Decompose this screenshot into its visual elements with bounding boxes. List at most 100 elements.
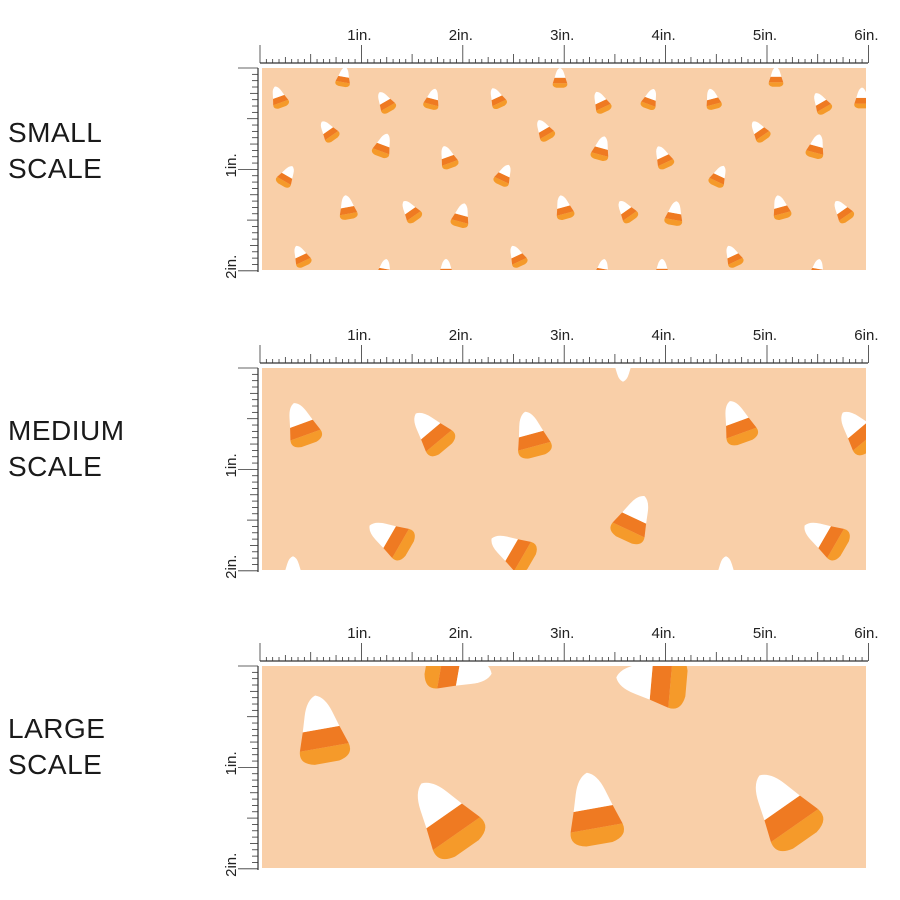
candy-base [655, 274, 670, 279]
candy-tip [455, 203, 468, 217]
large-scale-panel: 1in. 2in. 3in. 4in. 5in. 6in. 1in. 2in. [0, 598, 900, 888]
candy-base [423, 102, 439, 110]
candy-corn [570, 772, 625, 847]
candy-middle [556, 205, 574, 216]
candy-tip [615, 368, 631, 382]
candy-base [376, 273, 391, 280]
candy-tip [810, 134, 823, 148]
candy-base [296, 257, 312, 268]
candy-middle [664, 212, 683, 222]
candy-tip [770, 68, 782, 77]
candy-middle [339, 206, 358, 216]
medium-scale-swatch-svg: 1in. 2in. 3in. 4in. 5in. 6in. 1in. 2in. [223, 327, 878, 585]
candy-corn [708, 165, 726, 188]
candy-corn [424, 666, 492, 689]
candy-corn [726, 245, 744, 268]
candy-middle [854, 97, 866, 104]
candy-tip [725, 401, 749, 426]
candy-base [540, 130, 556, 142]
candy-corn [272, 86, 290, 109]
candy-middle [591, 146, 609, 157]
candy-middle [709, 173, 725, 185]
candy-middle [372, 142, 390, 155]
candy-tip [713, 165, 726, 179]
candy-tip [656, 258, 668, 269]
candy-tip [656, 146, 669, 160]
candy-middle [837, 207, 853, 221]
candy-middle [727, 253, 743, 265]
large-scale-label-line1: LARGE [8, 713, 106, 744]
candy-middle [511, 253, 527, 265]
candy-middle [440, 268, 452, 270]
candy-corn [294, 245, 312, 268]
fabric-swatch [262, 666, 866, 868]
candy-tip [554, 68, 566, 78]
candy-base [492, 99, 508, 110]
candy-middle [726, 417, 757, 439]
candy-middle [806, 144, 824, 155]
candy-middle [768, 76, 784, 83]
candy-corn [655, 258, 670, 279]
candy-corn [285, 556, 301, 570]
ruler-x-label: 5in. [753, 27, 777, 44]
candy-middle [491, 95, 507, 107]
candy-tip [537, 120, 550, 133]
ruler-x-label: 2in. [449, 27, 473, 44]
candy-corn [510, 245, 528, 268]
candy-middle [335, 75, 350, 84]
candy-tip [320, 121, 334, 135]
candy-corn [664, 201, 683, 226]
left-ruler: 1in. 2in. [223, 665, 259, 877]
candy-corn-pattern [272, 68, 866, 280]
ruler-y-label: 2in. [223, 255, 240, 279]
candy-base [339, 212, 358, 220]
candy-tip [718, 556, 734, 570]
candy-base [827, 528, 850, 561]
candy-base [728, 257, 744, 268]
candy-corn [339, 195, 358, 220]
candy-tip [706, 88, 718, 101]
candy-corn-pattern [285, 368, 866, 585]
candy-corn [414, 412, 456, 457]
candy-base [590, 152, 609, 161]
candy-corn [616, 666, 688, 709]
candy-tip [455, 666, 492, 686]
ruler-y-label: 2in. [223, 555, 240, 579]
candy-base [805, 150, 824, 159]
small-scale-panel: 1in. 2in. 3in. 4in. 5in. 6in. 1in. 2in. [0, 0, 900, 290]
candy-tip [804, 522, 831, 549]
candy-middle [848, 422, 866, 451]
candy-middle [818, 526, 844, 558]
candy-corn-pattern [299, 666, 824, 860]
candy-base [770, 809, 824, 852]
candy-base [275, 176, 291, 188]
candy-middle [437, 666, 463, 689]
candy-base [425, 430, 456, 457]
candy-base [809, 273, 824, 280]
candy-corn [814, 93, 833, 115]
ruler-x-label: 5in. [753, 625, 777, 642]
candy-corn [423, 88, 439, 110]
ruler-x-label: 4in. [652, 27, 676, 44]
candy-tip [573, 772, 613, 812]
left-ruler: 1in. 2in. [223, 67, 259, 279]
small-scale-label-line1: SMALL [8, 117, 103, 148]
ruler-x-label: 1in. [347, 27, 371, 44]
candy-corn [450, 203, 469, 228]
candy-base [299, 743, 351, 765]
small-scale-label: SMALL SCALE [8, 115, 102, 187]
candy-corn [768, 68, 784, 87]
candy-tip [441, 146, 454, 160]
candy-corn [440, 258, 452, 270]
candy-base [441, 160, 459, 170]
candy-tip [595, 136, 608, 150]
ruler-x-label: 2in. [449, 625, 473, 642]
candy-base [852, 429, 866, 456]
candy-base [664, 218, 683, 226]
candy-tip [272, 86, 285, 99]
candy-base [552, 83, 568, 88]
candy-base [715, 578, 736, 585]
candy-corn [378, 92, 397, 114]
candy-tip [338, 68, 350, 78]
candy-middle [423, 97, 439, 107]
